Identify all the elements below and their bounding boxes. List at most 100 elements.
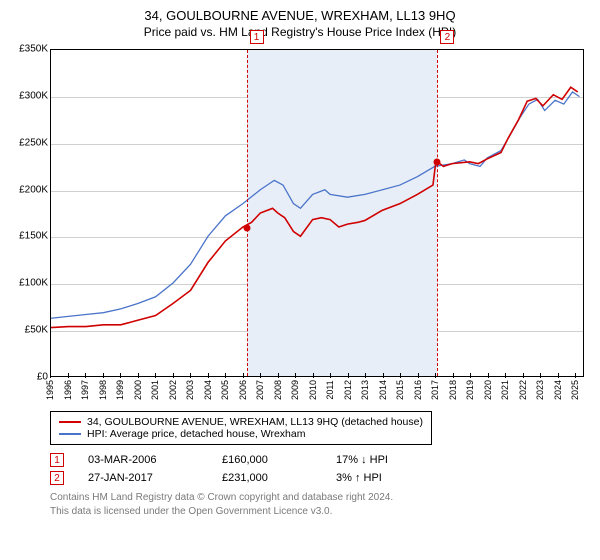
xtick-label: 2001 xyxy=(150,380,160,400)
xtick-mark xyxy=(278,373,279,378)
xtick-mark xyxy=(400,373,401,378)
xtick-label: 1996 xyxy=(63,380,73,400)
sale-row: 1 03-MAR-2006 £160,000 17% ↓ HPI xyxy=(50,453,590,467)
xtick-label: 2012 xyxy=(343,380,353,400)
ytick-label: £300K xyxy=(10,90,48,101)
xtick-label: 2024 xyxy=(553,380,563,400)
xtick-label: 2007 xyxy=(255,380,265,400)
xtick-mark xyxy=(523,373,524,378)
xtick-label: 2008 xyxy=(273,380,283,400)
sale-vline xyxy=(247,50,248,376)
xtick-label: 2018 xyxy=(448,380,458,400)
series-hpi xyxy=(51,92,580,318)
ytick-label: £100K xyxy=(10,278,48,289)
xtick-label: 2000 xyxy=(133,380,143,400)
chart-lines xyxy=(51,50,583,376)
chart-title: 34, GOULBOURNE AVENUE, WREXHAM, LL13 9HQ xyxy=(10,8,590,23)
chart-area: 12 £0£50K£100K£150K£200K£250K£300K£350K1… xyxy=(10,45,590,405)
sale-price: £231,000 xyxy=(222,472,312,484)
sale-row-marker: 2 xyxy=(50,471,64,485)
sale-date: 03-MAR-2006 xyxy=(88,454,198,466)
sales-table: 1 03-MAR-2006 £160,000 17% ↓ HPI 2 27-JAN-201… xyxy=(50,453,590,485)
legend-swatch xyxy=(59,421,81,423)
title-block: 34, GOULBOURNE AVENUE, WREXHAM, LL13 9HQ… xyxy=(10,8,590,39)
sale-date: 27-JAN-2017 xyxy=(88,472,198,484)
xtick-label: 1997 xyxy=(80,380,90,400)
sale-flag: 2 xyxy=(440,30,454,44)
xtick-label: 2013 xyxy=(360,380,370,400)
attribution-footer: Contains HM Land Registry data © Crown c… xyxy=(50,491,590,518)
ytick-label: £0 xyxy=(10,372,48,383)
xtick-label: 2005 xyxy=(220,380,230,400)
xtick-mark xyxy=(453,373,454,378)
xtick-label: 2021 xyxy=(500,380,510,400)
xtick-mark xyxy=(470,373,471,378)
xtick-mark xyxy=(50,373,51,378)
xtick-label: 2009 xyxy=(290,380,300,400)
legend: 34, GOULBOURNE AVENUE, WREXHAM, LL13 9HQ… xyxy=(50,411,432,445)
xtick-mark xyxy=(540,373,541,378)
xtick-mark xyxy=(295,373,296,378)
legend-swatch xyxy=(59,433,81,435)
series-property xyxy=(51,87,578,327)
xtick-mark xyxy=(138,373,139,378)
xtick-mark xyxy=(243,373,244,378)
xtick-mark xyxy=(155,373,156,378)
xtick-label: 2010 xyxy=(308,380,318,400)
xtick-label: 2016 xyxy=(413,380,423,400)
ytick-label: £50K xyxy=(10,325,48,336)
xtick-mark xyxy=(190,373,191,378)
xtick-mark xyxy=(225,373,226,378)
xtick-label: 2011 xyxy=(325,380,335,399)
xtick-mark xyxy=(313,373,314,378)
chart-subtitle: Price paid vs. HM Land Registry's House … xyxy=(10,25,590,39)
sale-point xyxy=(434,158,441,165)
xtick-label: 2003 xyxy=(185,380,195,400)
ytick-label: £250K xyxy=(10,137,48,148)
xtick-mark xyxy=(260,373,261,378)
xtick-label: 1995 xyxy=(45,380,55,400)
sale-row-marker: 1 xyxy=(50,453,64,467)
xtick-mark xyxy=(383,373,384,378)
xtick-label: 1998 xyxy=(98,380,108,400)
legend-label: 34, GOULBOURNE AVENUE, WREXHAM, LL13 9HQ… xyxy=(87,416,423,428)
xtick-mark xyxy=(558,373,559,378)
xtick-mark xyxy=(330,373,331,378)
xtick-label: 2023 xyxy=(535,380,545,400)
xtick-label: 2015 xyxy=(395,380,405,400)
xtick-mark xyxy=(348,373,349,378)
sale-vline xyxy=(437,50,438,376)
legend-label: HPI: Average price, detached house, Wrex… xyxy=(87,428,306,440)
ytick-label: £150K xyxy=(10,231,48,242)
xtick-label: 2020 xyxy=(483,380,493,400)
xtick-label: 2004 xyxy=(203,380,213,400)
xtick-mark xyxy=(418,373,419,378)
xtick-label: 2025 xyxy=(570,380,580,400)
xtick-mark xyxy=(173,373,174,378)
xtick-mark xyxy=(208,373,209,378)
xtick-mark xyxy=(85,373,86,378)
xtick-label: 2014 xyxy=(378,380,388,400)
xtick-label: 2022 xyxy=(518,380,528,400)
xtick-mark xyxy=(365,373,366,378)
sale-price: £160,000 xyxy=(222,454,312,466)
price-chart-card: 34, GOULBOURNE AVENUE, WREXHAM, LL13 9HQ… xyxy=(0,0,600,560)
sale-point xyxy=(243,225,250,232)
xtick-mark xyxy=(488,373,489,378)
xtick-mark xyxy=(120,373,121,378)
xtick-label: 2017 xyxy=(430,380,440,400)
footer-line: This data is licensed under the Open Gov… xyxy=(50,505,590,519)
plot-area: 12 xyxy=(50,49,584,377)
xtick-mark xyxy=(505,373,506,378)
xtick-label: 2002 xyxy=(168,380,178,400)
xtick-mark xyxy=(68,373,69,378)
ytick-label: £200K xyxy=(10,184,48,195)
xtick-mark xyxy=(575,373,576,378)
legend-row: 34, GOULBOURNE AVENUE, WREXHAM, LL13 9HQ… xyxy=(59,416,423,428)
xtick-mark xyxy=(435,373,436,378)
xtick-label: 2006 xyxy=(238,380,248,400)
xtick-mark xyxy=(103,373,104,378)
legend-row: HPI: Average price, detached house, Wrex… xyxy=(59,428,423,440)
sale-row: 227-JAN-2017£231,0003% ↑ HPI xyxy=(50,471,590,485)
sale-delta: 17% ↓ HPI xyxy=(336,454,388,466)
